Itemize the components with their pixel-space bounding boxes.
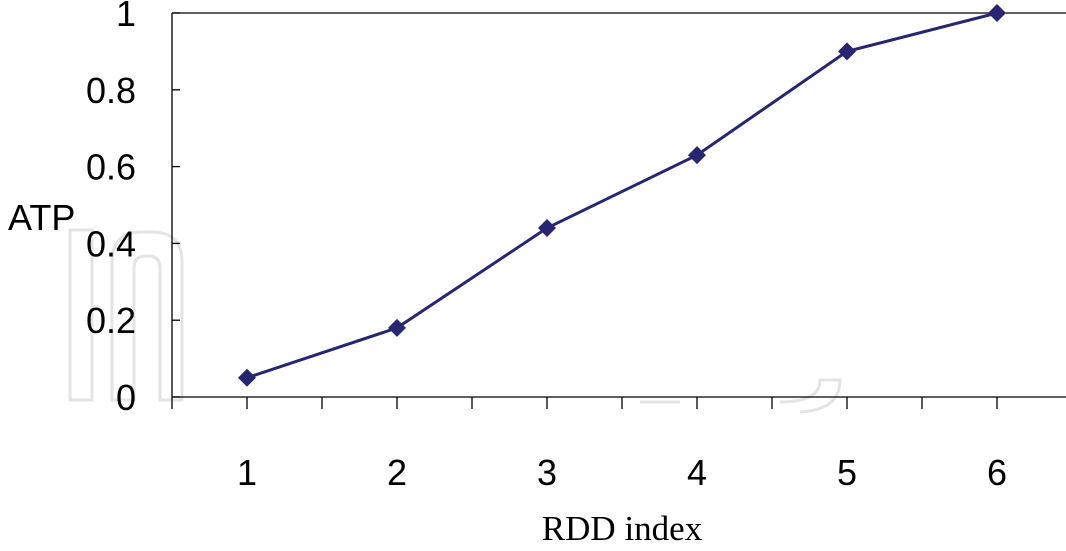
y-tick-label: 1 (116, 0, 136, 34)
y-axis-label: ATP (8, 197, 75, 238)
watermark-logo (68, 228, 842, 414)
y-tick-label: 0.4 (86, 223, 136, 264)
x-tick-label: 6 (987, 452, 1007, 493)
y-tick-label: 0.2 (86, 300, 136, 341)
axes (171, 12, 1066, 409)
data-point-marker (538, 219, 556, 238)
data-point-marker (988, 4, 1006, 22)
data-point-marker (238, 368, 256, 387)
tick-labels: 0 0.2 0.4 0.6 0.8 1 1 2 3 4 5 6 (86, 0, 1007, 493)
y-tick-label: 0 (116, 377, 136, 418)
data-point-marker (688, 146, 706, 165)
y-tick-label: 0.6 (86, 147, 136, 188)
x-tick-label: 4 (687, 452, 707, 493)
series-layer (238, 4, 1006, 387)
x-tick-label: 5 (837, 452, 857, 493)
data-point-marker (388, 318, 406, 337)
x-tick-label: 2 (387, 452, 407, 493)
x-axis-label: RDD index (542, 509, 703, 548)
series-line (246, 11, 998, 380)
x-tick-label: 1 (237, 452, 257, 493)
x-tick-label: 3 (537, 452, 557, 493)
y-tick-label: 0.8 (86, 70, 136, 111)
data-point-marker (838, 42, 856, 61)
